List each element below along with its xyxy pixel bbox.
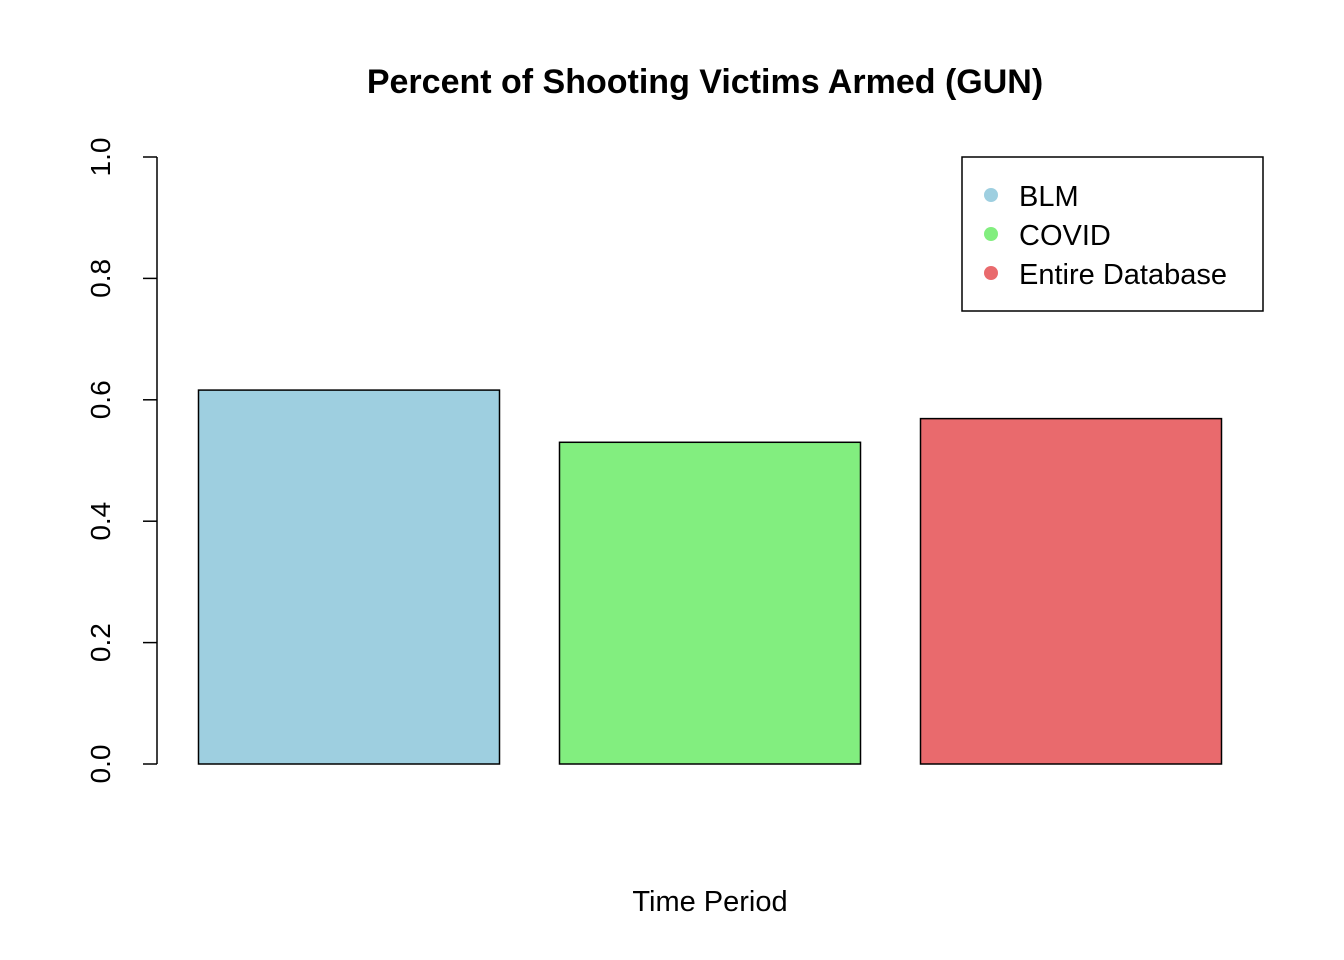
legend-marker (984, 227, 998, 241)
legend-label: Entire Database (1019, 259, 1227, 291)
legend: BLM COVID Entire Database (961, 156, 1264, 312)
y-tick-label: 0.0 (85, 745, 116, 784)
legend-label: BLM (1019, 181, 1079, 213)
legend-marker (984, 188, 998, 202)
y-tick-label: 1.0 (85, 138, 116, 177)
y-tick-label: 0.4 (85, 502, 116, 541)
y-tick-label: 0.6 (85, 380, 116, 419)
legend-marker (984, 266, 998, 280)
bar-covid (558, 441, 862, 765)
legend-label: COVID (1019, 220, 1111, 252)
y-axis: 0.0 0.2 0.4 0.6 0.8 1.0 (85, 138, 158, 784)
legend-box (961, 156, 1264, 312)
bar-entire-database (919, 417, 1223, 765)
y-tick-label: 0.2 (85, 623, 116, 662)
x-axis-label: Time Period (632, 886, 787, 918)
chart-title: Percent of Shooting Victims Armed (GUN) (367, 63, 1043, 101)
bars (197, 389, 1223, 765)
bar-blm (197, 389, 501, 765)
y-tick-label: 0.8 (85, 259, 116, 298)
